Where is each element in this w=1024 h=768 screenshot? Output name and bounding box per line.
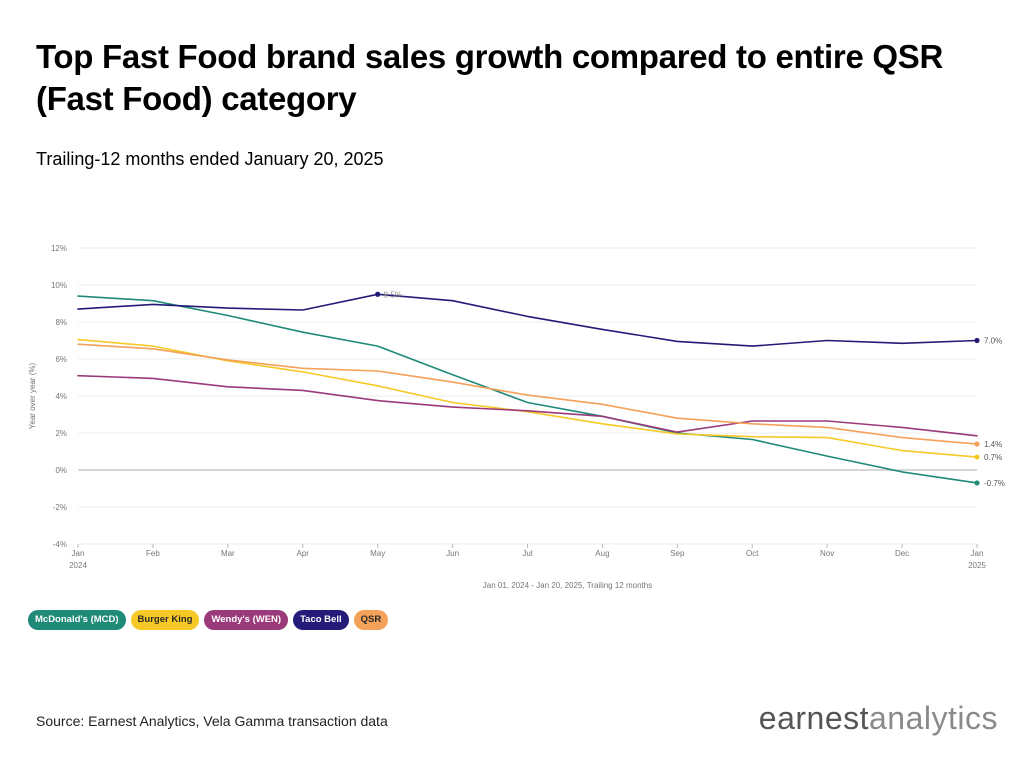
x-tick-label: Sep: [670, 549, 685, 558]
x-tick-label: Oct: [746, 549, 759, 558]
y-tick-label: 8%: [55, 318, 67, 327]
source-note: Source: Earnest Analytics, Vela Gamma tr…: [36, 713, 388, 729]
series-line: [77, 343, 978, 445]
x-tick-label: Dec: [895, 549, 909, 558]
end-point-marker: [974, 337, 980, 344]
x-tick-label: Nov: [820, 549, 834, 558]
y-tick-label: -4%: [53, 540, 67, 549]
x-year-label: 2024: [69, 561, 87, 570]
legend-item[interactable]: QSR: [353, 610, 389, 630]
y-tick-label: 12%: [51, 244, 67, 253]
logo-word-analytics: analytics: [869, 700, 998, 736]
end-value-label: -0.7%: [984, 479, 1005, 488]
y-tick-label: 10%: [51, 281, 67, 290]
y-tick-label: 2%: [55, 429, 67, 438]
y-tick-label: 0%: [55, 466, 67, 475]
end-point-marker: [974, 480, 980, 486]
x-tick-label: May: [370, 549, 385, 558]
legend-item[interactable]: Wendy's (WEN): [204, 610, 289, 630]
end-point-marker: [974, 454, 980, 460]
end-value-label: 7.0%: [984, 337, 1002, 346]
end-value-label: 1.4%: [984, 440, 1002, 449]
x-axis-title: Jan 01, 2024 - Jan 20, 2025, Trailing 12…: [483, 581, 652, 590]
series-line: [77, 338, 978, 458]
x-tick-label: Feb: [146, 549, 160, 558]
chart-subtitle: Trailing-12 months ended January 20, 202…: [36, 149, 384, 169]
legend-item[interactable]: Burger King: [130, 610, 200, 630]
series-line: [77, 295, 978, 484]
x-tick-label: Jul: [522, 549, 532, 558]
x-tick-label: Apr: [297, 549, 310, 558]
earnest-analytics-logo: earnestanalytics: [759, 700, 998, 737]
x-tick-label: Mar: [221, 549, 235, 558]
x-tick-label: Jan: [971, 549, 984, 558]
logo-word-earnest: earnest: [758, 700, 869, 736]
end-point-marker: [974, 441, 980, 447]
legend-item[interactable]: McDonald's (MCD): [28, 610, 126, 630]
y-tick-label: 6%: [55, 355, 67, 364]
annotation-label: 9.5%: [384, 290, 402, 299]
x-tick-label: Jun: [446, 549, 459, 558]
chart-title: Top Fast Food brand sales growth compare…: [36, 38, 943, 117]
y-tick-label: 4%: [55, 392, 67, 401]
y-tick-label: -2%: [53, 503, 67, 512]
series-line: [77, 374, 978, 437]
x-year-label: 2025: [968, 561, 986, 570]
series-line: [77, 293, 978, 347]
legend-item[interactable]: Taco Bell: [293, 610, 349, 630]
annotation-marker: [375, 291, 381, 297]
y-axis-title: Year over year (%): [28, 362, 37, 429]
line-chart: -4% -2% 0% 2% 4% 6% 8% 10% 12% Jan 2024 Feb Mar Apr Ma…: [28, 244, 1005, 590]
chart-legend: McDonald's (MCD) Burger King Wendy's (WEN)…: [28, 610, 389, 630]
end-value-label: 0.7%: [984, 453, 1002, 462]
x-tick-label: Aug: [595, 549, 609, 558]
x-tick-label: Jan: [72, 549, 85, 558]
